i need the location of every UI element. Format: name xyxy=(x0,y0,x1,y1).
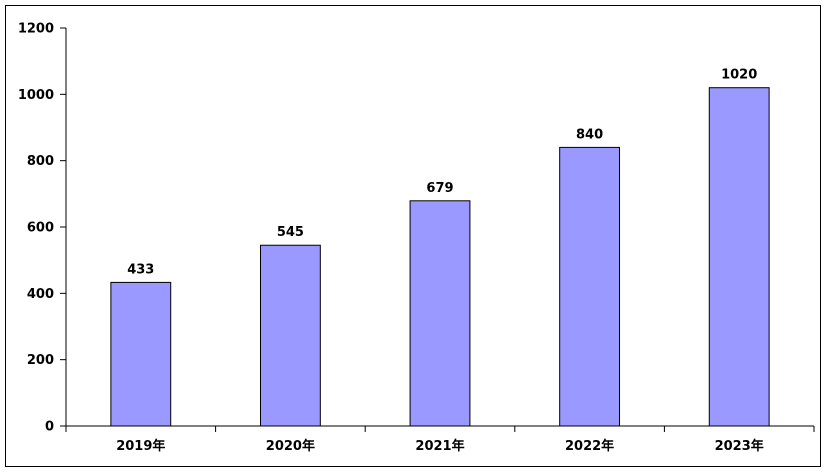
bar xyxy=(110,281,172,427)
data-labels: 433 545 679 840 1020 xyxy=(127,68,757,278)
data-label: 679 xyxy=(426,181,453,196)
x-axis: 2019年 2020年 2021年 2022年 2023年 xyxy=(65,425,815,454)
x-tick-label: 2022年 xyxy=(565,438,614,454)
data-label: 545 xyxy=(277,225,304,240)
x-tick-label: 2023年 xyxy=(715,438,764,454)
data-label: 840 xyxy=(576,127,603,142)
x-tick-label: 2020年 xyxy=(266,438,315,454)
y-tick-label: 0 xyxy=(45,420,54,435)
bar xyxy=(259,244,321,427)
y-axis: 0 200 400 600 800 1000 1200 xyxy=(18,22,67,435)
y-tick-label: 800 xyxy=(27,154,54,169)
y-tick-label: 1000 xyxy=(18,88,54,103)
bars xyxy=(110,87,770,427)
y-tick-label: 200 xyxy=(27,353,54,368)
data-label: 433 xyxy=(127,262,154,277)
x-tick-label: 2019年 xyxy=(116,438,165,454)
bar xyxy=(559,146,621,427)
y-tick-label: 400 xyxy=(27,287,54,302)
y-tick-label: 600 xyxy=(27,221,54,236)
y-tick-label: 1200 xyxy=(18,22,54,37)
bar xyxy=(409,200,471,427)
x-tick-label: 2021年 xyxy=(415,438,464,454)
bar xyxy=(708,87,770,427)
data-label: 1020 xyxy=(721,68,757,83)
